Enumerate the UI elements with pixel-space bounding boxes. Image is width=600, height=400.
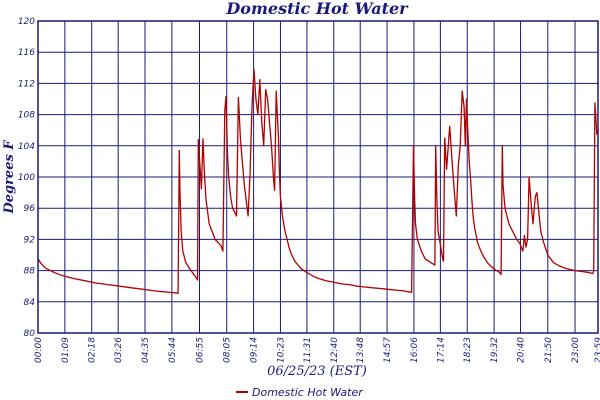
y-tick-label: 80 bbox=[24, 329, 36, 339]
legend: Domestic Hot Water bbox=[236, 386, 364, 399]
y-tick-label: 104 bbox=[18, 142, 35, 152]
x-tick-label: 12:40 bbox=[330, 337, 340, 363]
x-tick-label: 00:00 bbox=[34, 337, 44, 363]
x-tick-label: 20:40 bbox=[517, 337, 527, 363]
chart-title: Domestic Hot Water bbox=[225, 0, 409, 18]
x-tick-label: 18:23 bbox=[463, 337, 473, 363]
x-tick-label: 05:44 bbox=[168, 337, 178, 363]
plot-border bbox=[37, 20, 599, 334]
x-tick-label: 04:35 bbox=[141, 337, 151, 363]
x-tick-label: 01:09 bbox=[61, 337, 71, 363]
y-tick-label: 88 bbox=[24, 267, 36, 277]
x-axis-label: 06/25/23 (EST) bbox=[267, 364, 367, 379]
legend-label: Domestic Hot Water bbox=[252, 386, 364, 399]
y-tick-label: 100 bbox=[18, 173, 35, 183]
x-tick-label: 11:31 bbox=[303, 337, 313, 363]
x-tick-label: 02:18 bbox=[88, 337, 98, 363]
x-tick-label: 13:48 bbox=[356, 337, 366, 363]
y-axis-label: Degrees F bbox=[2, 140, 17, 215]
x-tick-label: 21:50 bbox=[544, 337, 554, 363]
y-tick-label: 112 bbox=[18, 79, 35, 89]
x-tick-label: 17:14 bbox=[436, 337, 446, 363]
y-tick-label: 108 bbox=[18, 111, 35, 121]
y-tick-label: 84 bbox=[24, 298, 36, 308]
y-tick-labels: 80 84 88 92 96 100 104 108 112 116 120 bbox=[18, 17, 35, 339]
series-layer bbox=[37, 68, 599, 294]
x-tick-label: 14:57 bbox=[383, 337, 393, 363]
x-tick-labels: 00:00 01:09 02:18 03:26 04:35 05:44 06:55 08:05… bbox=[34, 337, 600, 363]
series-line-0 bbox=[37, 68, 599, 294]
x-tick-label: 23:00 bbox=[571, 337, 581, 363]
x-tick-label: 08:05 bbox=[223, 337, 233, 363]
x-tick-label: 03:26 bbox=[114, 337, 124, 363]
y-tick-label: 92 bbox=[24, 235, 36, 245]
y-tick-label: 116 bbox=[18, 48, 35, 58]
x-tick-label: 23:59 bbox=[594, 337, 600, 363]
x-tick-label: 16:06 bbox=[410, 337, 420, 363]
x-tick-label: 19:32 bbox=[490, 337, 500, 363]
x-tick-label: 09:14 bbox=[250, 337, 260, 363]
y-tick-label: 120 bbox=[18, 17, 35, 27]
x-tick-label: 10:23 bbox=[276, 337, 286, 363]
y-tick-label: 96 bbox=[24, 204, 36, 214]
x-tick-label: 06:55 bbox=[196, 337, 206, 363]
plot-frame bbox=[37, 20, 599, 334]
